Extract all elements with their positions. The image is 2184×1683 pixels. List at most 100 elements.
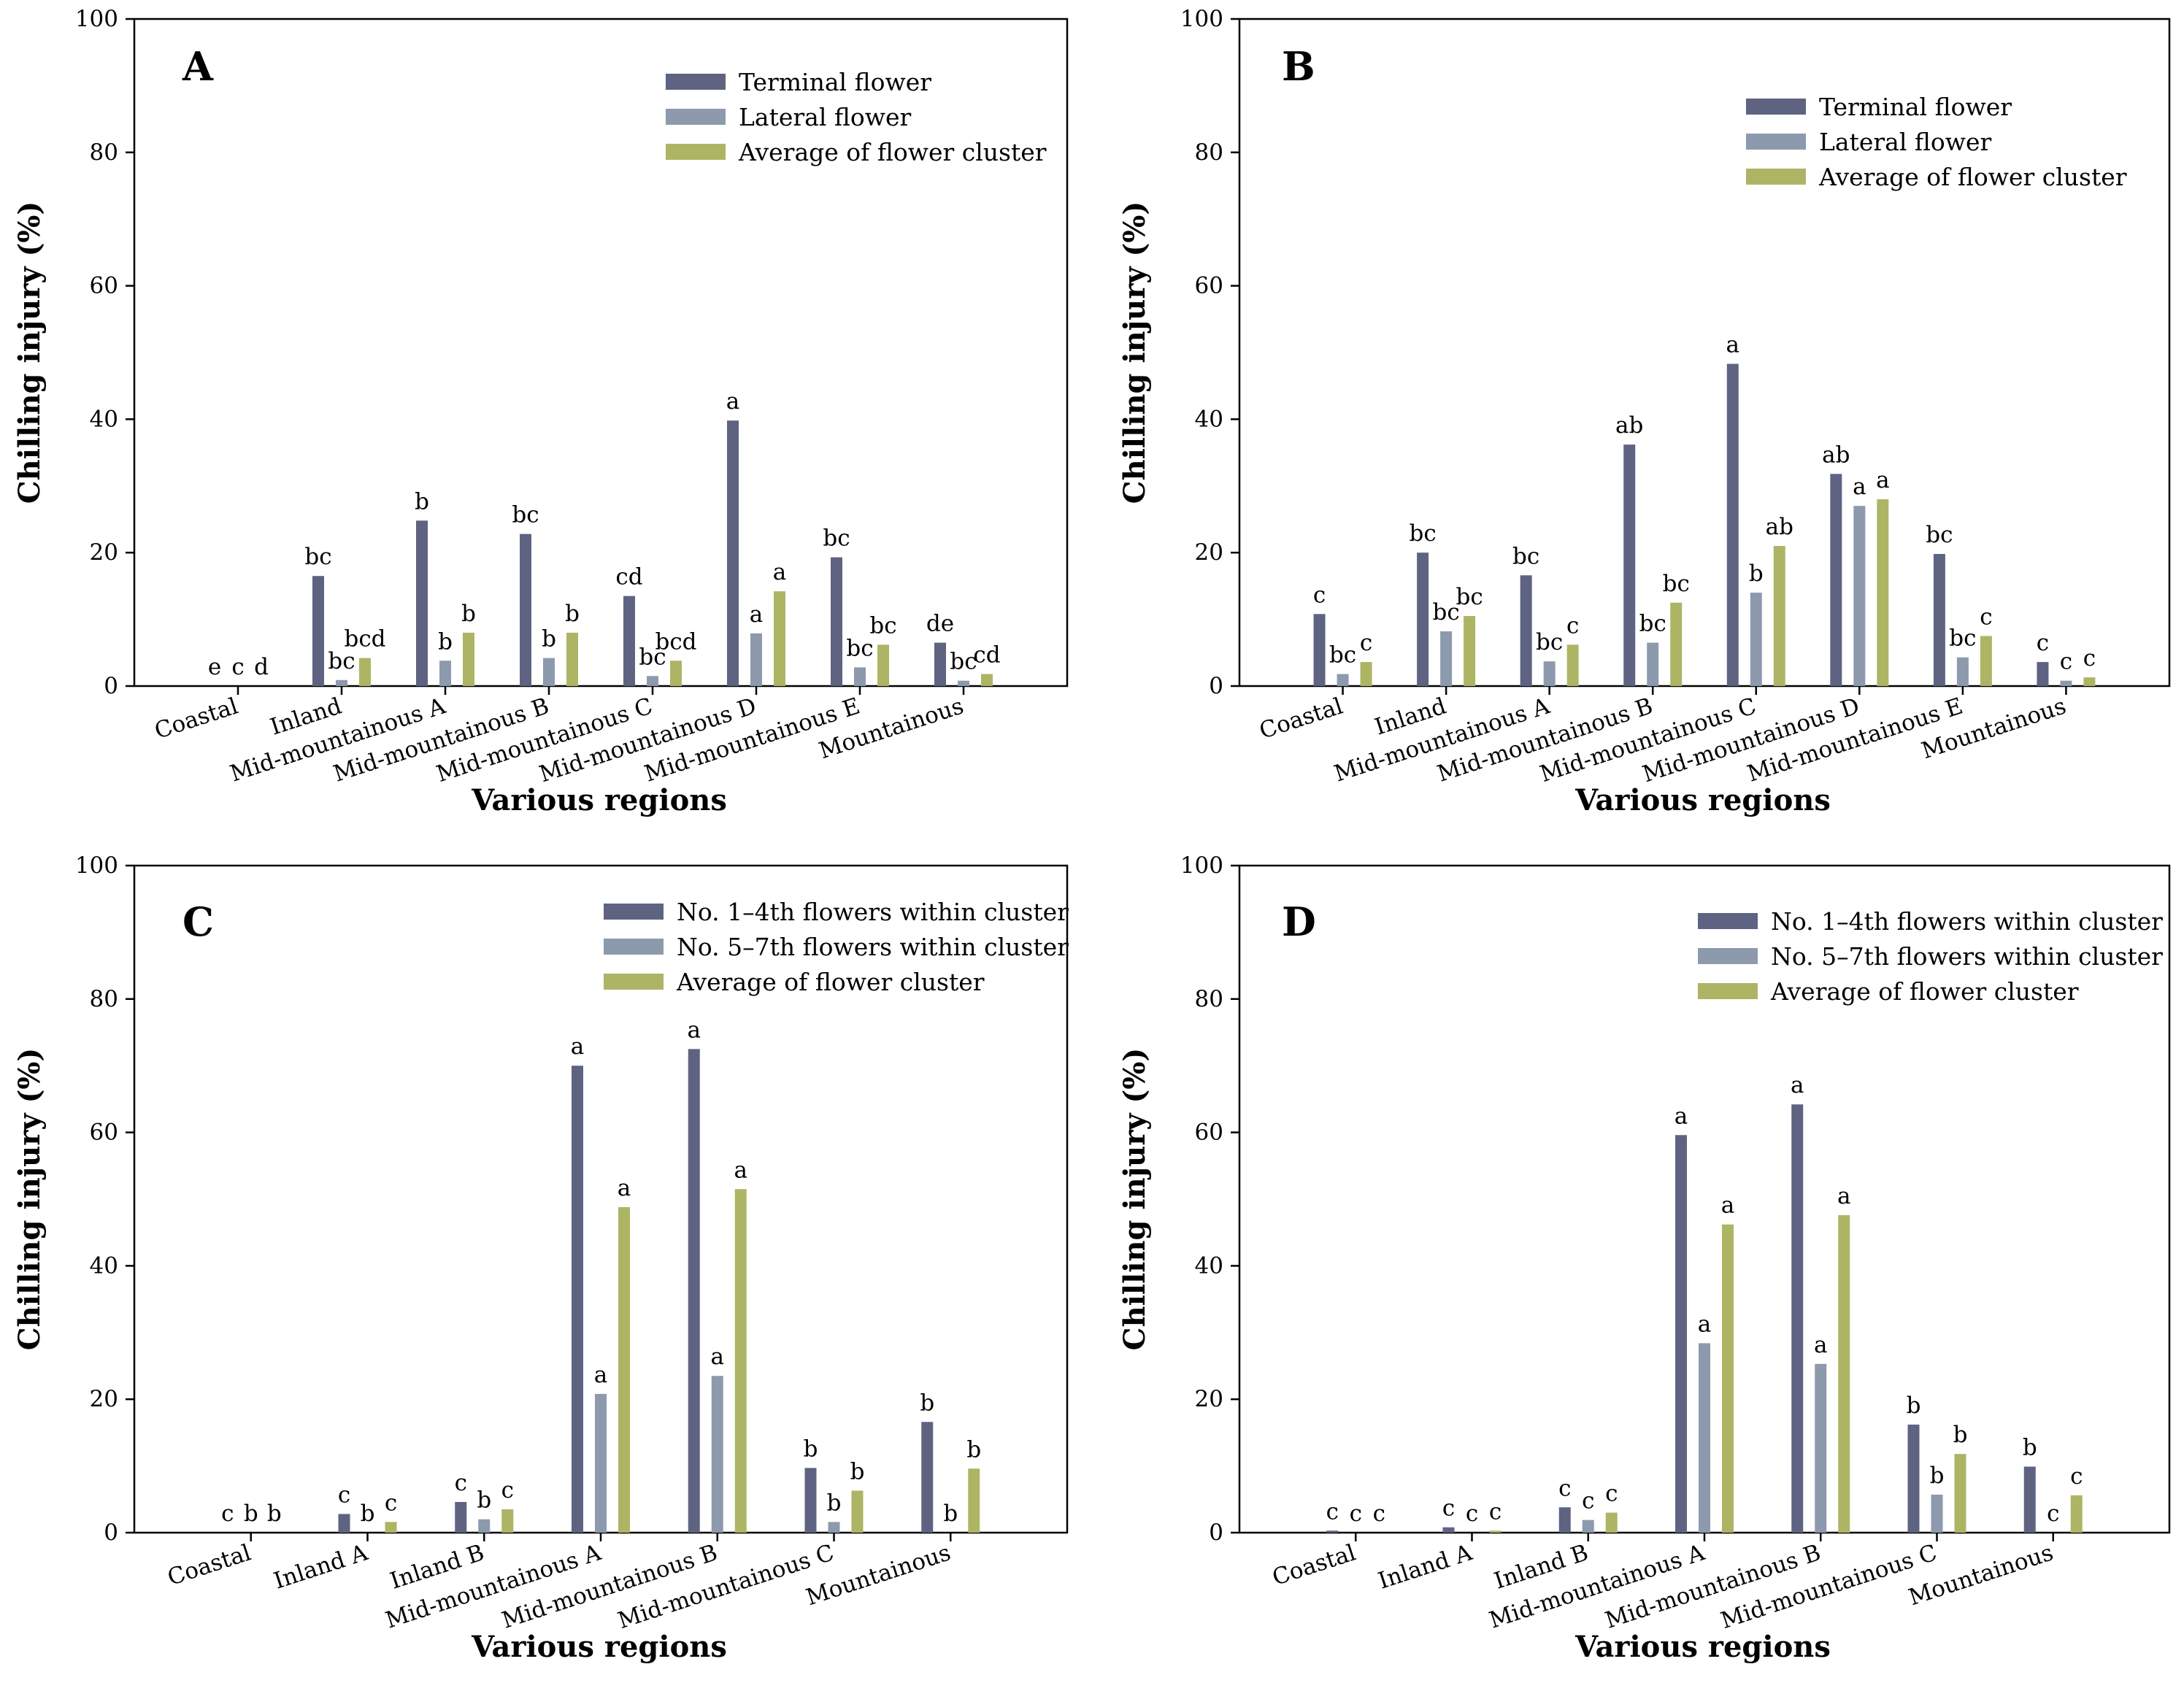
significance-label: ab [1822, 442, 1850, 468]
significance-label: c [1582, 1488, 1594, 1514]
legend-label: Average of flower cluster [1770, 977, 2079, 1006]
significance-label: a [571, 1033, 584, 1060]
bar [1722, 1224, 1734, 1533]
significance-label: e [208, 654, 221, 680]
significance-label: c [2083, 645, 2096, 671]
bar [2060, 680, 2072, 686]
significance-label: b [804, 1436, 818, 1462]
panel-letter: B [1282, 43, 1315, 90]
y-axis-title: Chilling injury (%) [1118, 1048, 1152, 1351]
significance-label: b [1930, 1463, 1945, 1489]
significance-label: c [455, 1470, 467, 1496]
bar [1675, 1135, 1687, 1533]
bar [595, 1393, 607, 1533]
legend-label: No. 1–4th flowers within cluster [1771, 907, 2163, 936]
significance-label: c [1558, 1475, 1571, 1501]
panel-letter: A [182, 43, 214, 90]
x-tick-label: Coastal [1269, 1539, 1359, 1591]
bar [831, 557, 842, 686]
significance-label: a [711, 1344, 724, 1370]
y-tick-label: 40 [90, 1252, 118, 1279]
panel-letter: D [1282, 898, 1316, 945]
legend-swatch [666, 109, 726, 125]
significance-label: bc [1663, 571, 1690, 597]
y-tick-label: 40 [90, 406, 118, 432]
legend-swatch [1698, 948, 1758, 964]
bar [774, 591, 785, 686]
significance-label: a [688, 1017, 701, 1043]
significance-label: bc [823, 525, 850, 552]
significance-label: cd [615, 564, 642, 590]
significance-label: bc [1456, 584, 1483, 610]
significance-label: a [726, 388, 739, 415]
significance-label: bc [1536, 629, 1563, 655]
y-tick-label: 60 [1195, 273, 1223, 299]
bar [1838, 1214, 1850, 1533]
legend-swatch [1746, 134, 1806, 150]
panel-b: 020406080100cbcbcabaabbccbcbcbcbcbabcccb… [1118, 6, 2171, 817]
significance-label: c [1980, 604, 1992, 630]
legend-swatch [1698, 913, 1758, 929]
significance-label: bc [846, 635, 873, 661]
legend-label: Average of flower cluster [676, 968, 985, 996]
significance-label: a [750, 601, 763, 628]
bar [877, 644, 889, 686]
bar [1670, 602, 1683, 686]
bar [1954, 1454, 1966, 1533]
bar [1464, 616, 1476, 686]
significance-label: a [1698, 1311, 1711, 1337]
bar [1520, 575, 1532, 686]
significance-label: bc [1433, 599, 1460, 625]
x-tick-label: Coastal [1256, 693, 1346, 744]
bar [1313, 614, 1326, 686]
significance-label: a [1726, 332, 1739, 358]
x-axis-title: Various regions [1574, 783, 1831, 817]
bar [1699, 1343, 1710, 1533]
bar [1417, 552, 1429, 686]
significance-label: b [1953, 1422, 1968, 1448]
bar [572, 1066, 583, 1533]
significance-label: bc [639, 644, 666, 670]
legend-label: Terminal flower [739, 68, 931, 96]
y-tick-label: 0 [1209, 1520, 1223, 1546]
y-tick-label: 0 [104, 1520, 118, 1546]
significance-label: b [361, 1501, 375, 1527]
bar [1933, 554, 1945, 686]
bar [385, 1522, 397, 1533]
legend-swatch [666, 144, 726, 160]
legend-swatch [1746, 99, 1806, 115]
bar [1907, 1424, 1920, 1533]
significance-label: de [926, 611, 954, 637]
significance-label: c [1442, 1495, 1455, 1522]
significance-label: b [827, 1490, 842, 1516]
significance-label: d [254, 654, 269, 680]
significance-label: c [1489, 1498, 1502, 1525]
bar [1830, 474, 1842, 686]
y-tick-label: 40 [1195, 406, 1223, 432]
significance-label: a [1837, 1183, 1850, 1209]
significance-label: c [221, 1501, 234, 1527]
bar [734, 1189, 747, 1533]
bar [647, 676, 658, 686]
y-tick-label: 40 [1195, 1252, 1223, 1279]
bar [455, 1501, 467, 1533]
significance-label: b [477, 1487, 491, 1514]
y-tick-label: 100 [75, 852, 118, 879]
legend-swatch [1698, 983, 1758, 999]
significance-label: a [734, 1157, 747, 1183]
significance-label: c [1566, 612, 1579, 639]
significance-label: c [1466, 1501, 1478, 1527]
significance-label: c [2070, 1463, 2083, 1490]
legend-label: No. 5–7th flowers within cluster [1771, 942, 2163, 971]
significance-label: bc [304, 544, 331, 570]
significance-label: b [415, 488, 429, 515]
bar [1931, 1494, 1943, 1533]
significance-label: a [618, 1175, 631, 1201]
x-axis-title: Various regions [471, 1630, 727, 1664]
bar [359, 658, 371, 686]
y-tick-label: 100 [1180, 6, 1223, 32]
significance-label: b [850, 1458, 865, 1484]
legend-label: Lateral flower [739, 103, 912, 131]
y-tick-label: 0 [1209, 673, 1223, 699]
